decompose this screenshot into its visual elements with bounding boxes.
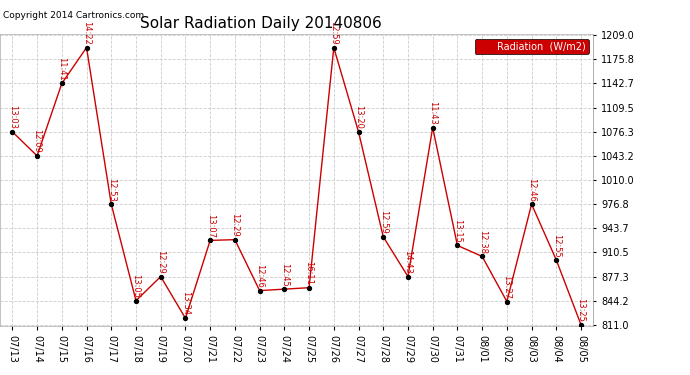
Text: 12:09: 12:09: [32, 129, 41, 153]
Point: [279, 286, 290, 292]
Point: [502, 298, 513, 304]
Text: 13:03: 13:03: [8, 105, 17, 129]
Text: 12:55: 12:55: [552, 234, 561, 257]
Point: [551, 257, 562, 263]
Text: 13:25: 13:25: [577, 298, 586, 322]
Text: 11:41: 11:41: [57, 57, 66, 81]
Point: [526, 201, 537, 207]
Text: 12:45: 12:45: [280, 262, 289, 286]
Text: 12:59: 12:59: [379, 210, 388, 234]
Text: 14:22: 14:22: [82, 21, 91, 45]
Point: [205, 237, 216, 243]
Point: [81, 45, 92, 51]
Point: [427, 124, 438, 130]
Point: [229, 237, 240, 243]
Point: [180, 315, 191, 321]
Point: [106, 201, 117, 207]
Text: 12:46: 12:46: [527, 177, 536, 201]
Text: 13:20: 13:20: [354, 105, 363, 129]
Text: 13:27: 13:27: [502, 275, 511, 299]
Text: 12:29: 12:29: [230, 213, 239, 237]
Text: 12:53: 12:53: [107, 177, 116, 201]
Text: 12:46: 12:46: [255, 264, 264, 288]
Point: [477, 254, 488, 260]
Text: 16:11: 16:11: [304, 261, 313, 285]
Text: 13:07: 13:07: [206, 214, 215, 238]
Text: 14:43: 14:43: [404, 250, 413, 274]
Text: 12:59: 12:59: [329, 21, 338, 45]
Text: 12:29: 12:29: [156, 250, 165, 274]
Text: Copyright 2014 Cartronics.com: Copyright 2014 Cartronics.com: [3, 11, 145, 20]
Text: 13:05: 13:05: [132, 274, 141, 298]
Point: [328, 45, 339, 51]
Point: [155, 273, 166, 279]
Point: [452, 243, 463, 249]
Point: [130, 298, 141, 304]
Text: 13:34: 13:34: [181, 291, 190, 315]
Text: 11:43: 11:43: [428, 101, 437, 125]
Point: [575, 322, 586, 328]
Point: [402, 273, 413, 279]
Legend: Radiation  (W/m2): Radiation (W/m2): [475, 39, 589, 54]
Point: [32, 153, 43, 159]
Text: 12:38: 12:38: [477, 230, 486, 254]
Point: [57, 81, 68, 87]
Point: [353, 129, 364, 135]
Point: [304, 285, 315, 291]
Point: [377, 234, 388, 240]
Point: [254, 288, 265, 294]
Point: [7, 129, 18, 135]
Text: 13:15: 13:15: [453, 219, 462, 243]
Title: Solar Radiation Daily 20140806: Solar Radiation Daily 20140806: [140, 16, 382, 31]
